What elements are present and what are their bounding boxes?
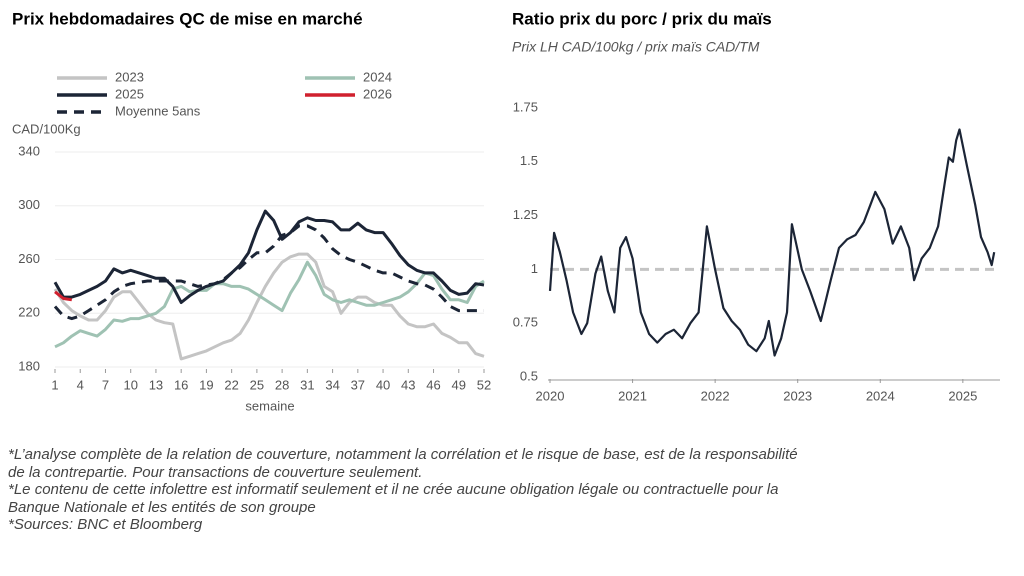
x-tick-label: 16 [174, 377, 188, 392]
y-tick-label: 300 [18, 197, 40, 212]
x-tick-label: 19 [199, 377, 213, 392]
footnote: *Sources: BNC et Bloomberg [8, 516, 203, 533]
x-tick-label: 40 [376, 377, 390, 392]
x-tick-label: 31 [300, 377, 314, 392]
series-line [54, 290, 73, 302]
x-tick-label: 2021 [618, 388, 647, 403]
chart-title: Prix hebdomadaires QC de mise en marché [12, 9, 363, 28]
y-tick-label: 220 [18, 305, 40, 320]
y-tick-label: 1.25 [513, 207, 538, 222]
y-tick-label: 0.75 [513, 315, 538, 330]
x-tick-label: 1 [51, 377, 58, 392]
x-tick-label: 43 [401, 377, 415, 392]
chart-title: Ratio prix du porc / prix du maïs [512, 9, 772, 28]
x-tick-label: 10 [123, 377, 137, 392]
footnote: *Le contenu de cette infolettre est info… [8, 481, 779, 516]
x-axis-label: semaine [245, 398, 294, 413]
series-line [53, 224, 484, 321]
x-tick-label: 52 [477, 377, 491, 392]
legend-label: 2023 [115, 69, 144, 84]
chart-subtitle: Prix LH CAD/100kg / prix maïs CAD/TM [512, 39, 760, 55]
x-tick-label: 25 [250, 377, 264, 392]
y-tick-label: 180 [18, 358, 40, 373]
series-line [54, 260, 485, 349]
x-tick-label: 28 [275, 377, 289, 392]
x-tick-label: 37 [351, 377, 365, 392]
series-line [53, 252, 485, 361]
x-tick-label: 46 [426, 377, 440, 392]
y-tick-label: 1.5 [520, 153, 538, 168]
series-line [53, 209, 485, 304]
legend-label: 2026 [363, 86, 392, 101]
x-tick-label: 2023 [783, 388, 812, 403]
x-tick-label: 22 [224, 377, 238, 392]
y-axis-label: CAD/100Kg [12, 121, 81, 136]
legend-label: 2025 [115, 86, 144, 101]
y-tick-label: 0.5 [520, 368, 538, 383]
y-tick-label: 340 [18, 143, 40, 158]
y-tick-label: 1.75 [513, 99, 538, 114]
x-tick-label: 34 [325, 377, 339, 392]
x-tick-label: 4 [77, 377, 84, 392]
charts: Prix hebdomadaires QC de mise en marché … [12, 9, 1000, 413]
y-tick-label: 260 [18, 251, 40, 266]
legend-label: Moyenne 5ans [115, 103, 201, 118]
footnote: *L’analyse complète de la relation de co… [8, 446, 798, 481]
y-tick-label: 1 [531, 261, 538, 276]
x-tick-label: 49 [452, 377, 466, 392]
legend-label: 2024 [363, 69, 392, 84]
x-tick-label: 7 [102, 377, 109, 392]
x-tick-label: 13 [149, 377, 163, 392]
x-tick-label: 2022 [701, 388, 730, 403]
x-tick-label: 2020 [536, 388, 565, 403]
x-tick-label: 2025 [948, 388, 977, 403]
x-tick-label: 2024 [866, 388, 895, 403]
footnotes: *L’analyse complète de la relation de co… [8, 446, 798, 534]
series-line [548, 128, 996, 357]
